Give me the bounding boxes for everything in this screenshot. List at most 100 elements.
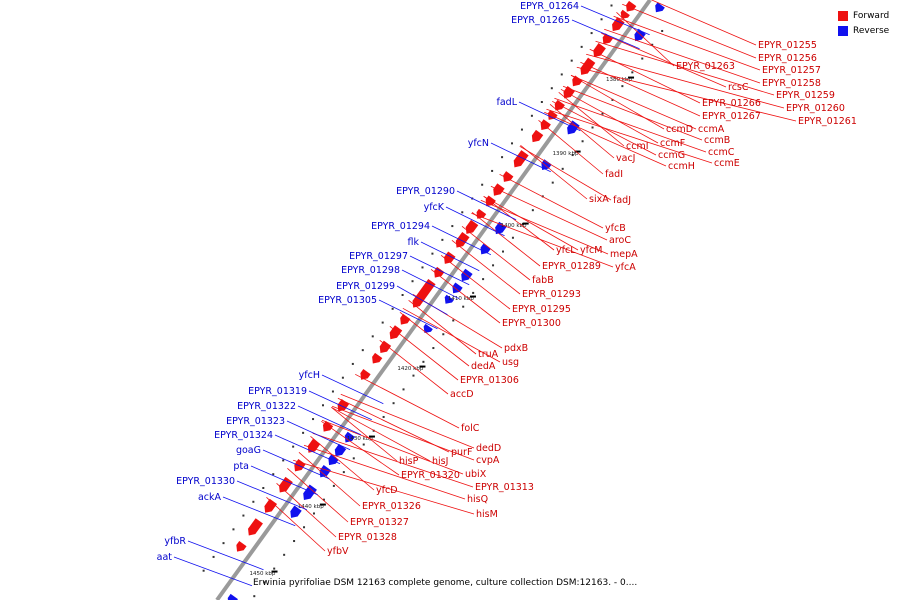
forward-label-epyr-01255: EPYR_01255 bbox=[758, 40, 817, 51]
reverse-label-goag: goaG bbox=[236, 445, 261, 456]
forward-label-epyr-01320: EPYR_01320 bbox=[401, 470, 460, 481]
reverse-gene-arrow bbox=[444, 294, 454, 304]
tick-dot bbox=[382, 415, 385, 418]
forward-label-yfca: yfcA bbox=[615, 262, 636, 273]
reverse-leader-line bbox=[222, 496, 296, 527]
tick-dot bbox=[283, 553, 286, 556]
reverse-gene-arrow bbox=[452, 282, 463, 294]
forward-leader-line bbox=[310, 435, 375, 491]
gene-body bbox=[423, 323, 433, 334]
reverse-label-epyr-01319: EPYR_01319 bbox=[248, 386, 307, 397]
forward-gene-arrow bbox=[620, 9, 630, 19]
forward-label-epyr-01326: EPYR_01326 bbox=[362, 501, 421, 512]
reverse-label-yfck: yfcK bbox=[424, 202, 445, 213]
forward-label-hisq: hisQ bbox=[467, 494, 488, 505]
tick-dot bbox=[540, 101, 543, 104]
forward-label-deda: dedA bbox=[471, 361, 496, 372]
tick-dot bbox=[472, 291, 475, 294]
tick-dot bbox=[461, 211, 464, 214]
forward-leader-line bbox=[538, 119, 604, 175]
tick-dot bbox=[432, 347, 435, 350]
forward-leader-line bbox=[408, 299, 477, 355]
reverse-leader-line bbox=[173, 556, 253, 587]
tick-dot bbox=[222, 542, 225, 545]
reverse-label-fadl: fadL bbox=[497, 97, 518, 108]
forward-leader-line bbox=[480, 199, 609, 255]
tick-dot bbox=[212, 555, 215, 558]
tick-dot bbox=[610, 4, 613, 7]
gene-body bbox=[452, 282, 463, 294]
forward-label-epyr-01306: EPYR_01306 bbox=[460, 375, 519, 386]
gene-body bbox=[400, 313, 411, 325]
forward-leader-line bbox=[601, 32, 727, 88]
gene-body bbox=[531, 129, 544, 143]
tick-dot bbox=[312, 512, 315, 515]
forward-label-rcsc: rcsC bbox=[728, 82, 749, 93]
forward-label-yfcl: yfcL bbox=[556, 245, 576, 256]
forward-gene-arrow bbox=[531, 129, 544, 143]
gene-body bbox=[307, 438, 321, 453]
tick-dot bbox=[551, 181, 554, 184]
forward-gene-arrow bbox=[563, 86, 575, 99]
forward-label-yfbv: yfbV bbox=[327, 546, 349, 557]
gene-body bbox=[444, 294, 454, 304]
forward-leader-line bbox=[331, 405, 475, 461]
forward-label-sixa: sixA bbox=[589, 194, 609, 205]
forward-leader-line bbox=[576, 66, 797, 122]
tick-dot bbox=[422, 360, 425, 363]
gene-body bbox=[344, 431, 355, 443]
tick-dot bbox=[381, 321, 384, 324]
gene-body bbox=[360, 369, 371, 380]
tick-dot bbox=[600, 18, 603, 21]
forward-label-yfcm: yfcM bbox=[580, 245, 602, 256]
forward-leader-line bbox=[287, 467, 349, 523]
scale-label-1410-kbp: 1410 kbp bbox=[448, 296, 474, 302]
reverse-leader-line bbox=[321, 374, 384, 405]
forward-leader-line bbox=[312, 432, 474, 488]
forward-leader-line bbox=[589, 48, 701, 104]
reverse-label-epyr-01264: EPYR_01264 bbox=[520, 1, 579, 12]
reverse-leader-line bbox=[571, 19, 640, 50]
gene-body bbox=[547, 109, 558, 120]
forward-gene-arrow bbox=[513, 150, 529, 168]
reverse-label-epyr-01324: EPYR_01324 bbox=[214, 430, 273, 441]
forward-label-hism: hisM bbox=[476, 509, 498, 520]
tick-dot bbox=[262, 486, 265, 489]
forward-gene-arrow bbox=[540, 119, 551, 131]
tick-dot bbox=[501, 156, 504, 159]
gene-body bbox=[290, 505, 302, 518]
forward-label-epyr-01313: EPYR_01313 bbox=[475, 482, 534, 493]
gene-body bbox=[503, 171, 514, 182]
reverse-leader-line bbox=[286, 420, 351, 451]
gene-body bbox=[236, 540, 247, 552]
reverse-leader-line bbox=[308, 390, 372, 421]
gene-body bbox=[493, 183, 505, 196]
tick-dot bbox=[402, 388, 405, 391]
scale-label-1390-kbp: 1390 kbp bbox=[553, 151, 579, 157]
reverse-label-epyr-01323: EPYR_01323 bbox=[226, 416, 285, 427]
forward-gene-arrow bbox=[307, 438, 321, 453]
forward-swatch bbox=[838, 10, 848, 21]
forward-label-folc: folC bbox=[461, 423, 480, 434]
tick-dot bbox=[421, 266, 424, 269]
genome-backbone bbox=[215, 0, 652, 600]
forward-leader-line bbox=[337, 397, 450, 453]
tick-dot bbox=[352, 457, 355, 460]
tick-dot bbox=[273, 567, 276, 570]
tick-dot bbox=[651, 43, 654, 46]
forward-label-ccma: ccmA bbox=[698, 124, 725, 135]
tick-dot bbox=[331, 390, 334, 393]
forward-leader-line bbox=[616, 12, 675, 67]
forward-label-epyr-01258: EPYR_01258 bbox=[762, 78, 821, 89]
forward-label-epyr-01263: EPYR_01263 bbox=[676, 61, 735, 72]
reverse-gene-arrow bbox=[303, 484, 317, 501]
forward-leader-line bbox=[266, 497, 326, 552]
reverse-gene-arrow bbox=[290, 505, 302, 518]
reverse-gene-arrow bbox=[344, 431, 355, 443]
tick-dot bbox=[520, 128, 523, 131]
forward-gene-arrow bbox=[593, 43, 606, 58]
forward-leader-line bbox=[379, 339, 449, 395]
forward-label-ccmg: ccmG bbox=[658, 150, 685, 161]
